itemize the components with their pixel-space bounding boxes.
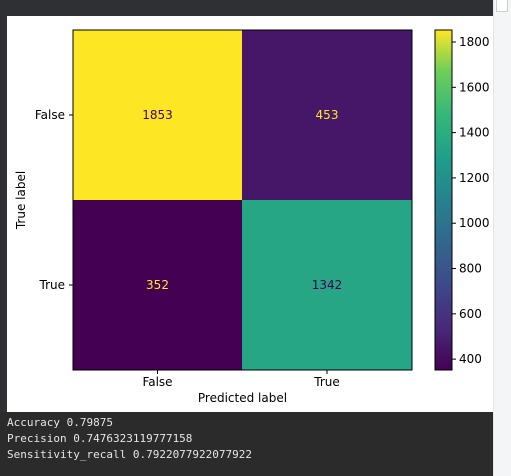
y-axis-label: True label [14,171,28,230]
console-line-recall: Sensitivity_recall 0.7922077922077922 [7,448,253,461]
confusion-matrix-figure: 1853 453 352 1342 False True True label … [14,29,490,405]
colorbar-tick-label-1400: 1400 [459,126,490,140]
console-output: Accuracy 0.79875 Precision 0.74763231197… [0,412,493,476]
x-tick-label-true: True [313,375,340,389]
y-tick-label-false: False [35,108,65,122]
cell-true-true [242,200,412,370]
colorbar-gradient [434,29,453,371]
cell-value-false-true: 453 [316,108,339,122]
x-axis: False True Predicted label [142,370,340,405]
cell-value-true-false: 352 [146,278,169,292]
top-dark-bar [0,0,493,16]
heatmap-cells [73,30,412,370]
colorbar-tick-label-1600: 1600 [459,80,490,94]
cell-value-true-true: 1342 [312,278,343,292]
left-dark-strip [0,0,7,476]
cell-true-false [73,200,242,370]
colorbar-tick-label-1000: 1000 [459,216,490,230]
x-tick-label-false: False [142,375,172,389]
colorbar-tick-label-1200: 1200 [459,171,490,185]
scroll-handle[interactable] [496,0,508,12]
cell-false-true [242,30,412,200]
y-axis: False True True label [14,108,73,292]
colorbar-tick-label-600: 600 [459,307,482,321]
right-scroll-rail[interactable] [493,0,511,476]
console-line-precision: Precision 0.7476323119777158 [7,432,193,445]
colorbar-ticks: 400 600 800 1000 1200 1400 1600 1800 [452,35,490,366]
colorbar-tick-label-1800: 1800 [459,35,490,49]
colorbar: 400 600 800 1000 1200 1400 1600 1800 [434,29,490,371]
x-axis-label: Predicted label [198,391,287,405]
colorbar-tick-label-400: 400 [459,352,482,366]
heatmap-frame [72,29,413,371]
console-line-accuracy: Accuracy 0.79875 [7,416,113,429]
cell-value-labels: 1853 453 352 1342 [142,108,342,292]
cell-false-false [73,30,242,200]
y-tick-label-true: True [39,278,66,292]
colorbar-tick-label-800: 800 [459,262,482,276]
cell-value-false-false: 1853 [142,108,173,122]
